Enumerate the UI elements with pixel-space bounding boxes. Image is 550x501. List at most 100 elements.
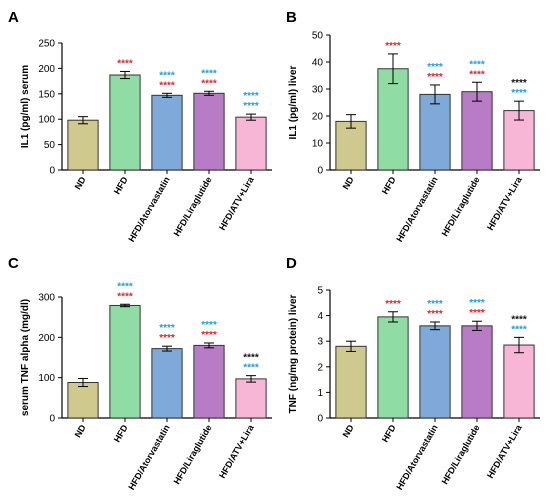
bar (193, 344, 225, 419)
x-tick-label: HFD/ATV+Lira (485, 422, 524, 480)
x-tick-label: HFD (112, 175, 130, 196)
significance-stars: **** (427, 72, 443, 83)
significance-stars: **** (511, 314, 527, 325)
y-axis-title: IL1 (pg/ml) serum (20, 65, 31, 148)
x-tick-label: ND (73, 175, 88, 192)
x-tick-label: HFD (112, 423, 130, 444)
y-tick-label: 30 (312, 85, 324, 96)
significance-stars: **** (427, 299, 443, 310)
bar (377, 316, 409, 419)
bar (461, 325, 493, 419)
significance-stars: **** (385, 299, 401, 310)
x-tick-label: ND (341, 423, 356, 440)
bar (235, 116, 267, 171)
bar (335, 120, 367, 171)
significance-stars: **** (159, 80, 175, 91)
y-tick-label: 5 (317, 286, 323, 297)
y-tick-label: 10 (312, 139, 324, 150)
significance-stars: **** (511, 78, 527, 89)
significance-stars: **** (511, 324, 527, 335)
y-tick-label: 200 (38, 64, 55, 75)
bar (109, 304, 141, 419)
significance-stars: **** (469, 308, 485, 319)
y-tick-label: 4 (317, 311, 323, 322)
x-tick-label: HFD/ATV+Lira (485, 174, 524, 232)
y-tick-label: 20 (312, 112, 324, 123)
significance-stars: **** (243, 363, 259, 374)
bar (193, 92, 225, 171)
bar (419, 93, 451, 171)
chart-panel-d: D 0 1 2 3 4 5 TNF (ng/mg protein) liver ND HFD ***… (286, 255, 540, 492)
significance-stars: **** (469, 69, 485, 80)
x-tick-label: ND (341, 175, 356, 192)
bar (461, 91, 493, 171)
x-tick-label: HFD/Liraglutide (172, 423, 214, 486)
panel-letter: D (286, 255, 297, 272)
y-tick-label: 2 (317, 362, 323, 373)
panel-letter: B (286, 9, 297, 26)
significance-stars: **** (159, 333, 175, 344)
significance-stars: **** (243, 353, 259, 364)
significance-stars: **** (427, 309, 443, 320)
y-tick-label: 0 (317, 414, 323, 425)
x-tick-label: HFD/Atorvastatin (126, 423, 171, 492)
significance-stars: **** (201, 320, 217, 331)
y-tick-label: 250 (38, 39, 55, 50)
significance-stars: **** (117, 281, 133, 292)
bar (67, 382, 99, 419)
significance-stars: **** (201, 330, 217, 341)
bar (151, 348, 183, 419)
y-axis-title: serum TNF alpha (mg/dl) (20, 299, 31, 416)
y-tick-label: 0 (49, 414, 55, 425)
y-tick-label: 0 (317, 166, 323, 177)
panel-letter: C (8, 255, 19, 272)
y-tick-label: 3 (317, 337, 323, 348)
y-axis-title: TNF (ng/mg protein) liver (288, 294, 299, 413)
y-tick-label: 50 (44, 140, 56, 151)
significance-stars: **** (117, 58, 133, 69)
y-tick-label: 100 (38, 115, 55, 126)
significance-stars: **** (201, 78, 217, 89)
chart-panel-b: B 0 10 20 30 40 50 IL1 (pg/ml) liver ND HFD **** HF… (286, 9, 540, 244)
x-tick-label: HFD/ATV+Lira (217, 174, 256, 232)
significance-stars: **** (469, 59, 485, 70)
x-tick-label: HFD (380, 423, 398, 444)
x-tick-label: HFD/Liraglutide (440, 423, 482, 486)
x-tick-label: ND (73, 423, 88, 440)
x-tick-label: HFD (380, 175, 398, 196)
y-tick-label: 1 (317, 388, 323, 399)
y-tick-label: 200 (38, 333, 55, 344)
chart-panel-a: A 0 50 100 150 200 250 IL1 (pg/ml) serum ND HFD **… (8, 9, 272, 244)
y-tick-label: 100 (38, 373, 55, 384)
y-tick-label: 0 (49, 166, 55, 177)
bar (419, 325, 451, 419)
y-tick-label: 150 (38, 89, 55, 100)
significance-stars: **** (511, 88, 527, 99)
bar (67, 119, 99, 171)
significance-stars: **** (243, 101, 259, 112)
chart-panel-c: C 0 100 200 300 serum TNF alpha (mg/dl) ND HFD *… (8, 255, 272, 492)
y-axis-title: IL1 (pg/ml) liver (288, 65, 299, 139)
bar (151, 94, 183, 171)
significance-stars: **** (159, 323, 175, 334)
significance-stars: **** (117, 291, 133, 302)
y-tick-label: 50 (312, 31, 324, 42)
significance-stars: **** (159, 70, 175, 81)
significance-stars: **** (201, 68, 217, 79)
significance-stars: **** (385, 41, 401, 52)
bar (335, 345, 367, 419)
significance-stars: **** (469, 298, 485, 309)
x-tick-label: HFD/Liraglutide (440, 175, 482, 238)
x-tick-label: HFD/Atorvastatin (394, 423, 439, 492)
x-tick-label: HFD/Liraglutide (172, 175, 214, 238)
panel-letter: A (8, 9, 19, 26)
bar (235, 378, 267, 419)
bar (109, 74, 141, 171)
bar (503, 344, 535, 419)
x-tick-label: HFD/Atorvastatin (394, 175, 439, 244)
significance-stars: **** (427, 62, 443, 73)
x-tick-label: HFD/ATV+Lira (217, 422, 256, 480)
significance-stars: **** (243, 91, 259, 102)
y-tick-label: 40 (312, 58, 324, 69)
